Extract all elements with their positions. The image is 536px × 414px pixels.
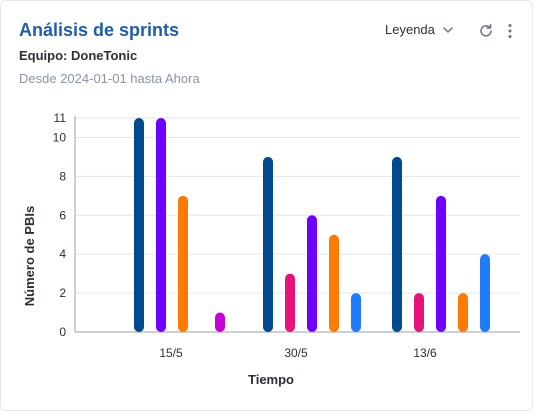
legend-dropdown[interactable]: Leyenda (385, 22, 455, 37)
y-tick-label: 6 (59, 208, 66, 222)
y-axis-label: Número de PBIs (22, 206, 37, 306)
bar (178, 195, 188, 332)
card-title: Análisis de sprints (19, 20, 180, 40)
refresh-icon (480, 23, 492, 37)
bar (480, 254, 490, 332)
y-tick-label: 10 (53, 130, 67, 144)
bar (414, 293, 424, 332)
chevron-down-icon (443, 26, 453, 33)
x-tick-label: 13/6 (413, 346, 437, 360)
date-range: Desde 2024-01-01 hasta Ahora (19, 71, 200, 86)
more-vertical-icon (508, 24, 512, 38)
legend-dropdown-label: Leyenda (385, 22, 435, 37)
x-axis-label: Tiempo (248, 372, 294, 387)
bar (156, 118, 166, 332)
refresh-button[interactable] (477, 22, 495, 40)
bar (458, 293, 468, 332)
bar (285, 273, 295, 332)
bar (215, 312, 225, 332)
more-options-button[interactable] (503, 22, 517, 40)
y-tick-label: 11 (54, 111, 67, 125)
y-tick-label: 2 (59, 286, 66, 300)
y-tick-label: 4 (59, 247, 66, 261)
x-tick-label: 30/5 (284, 346, 308, 360)
y-tick-label: 0 (59, 325, 66, 339)
bar (436, 195, 446, 332)
bar (351, 293, 361, 332)
x-tick-label: 15/5 (159, 346, 183, 360)
bar (329, 234, 339, 332)
bar (392, 156, 402, 332)
bar (134, 118, 144, 332)
bar (307, 215, 317, 332)
y-tick-label: 8 (59, 169, 66, 183)
team-label: Equipo: DoneTonic (19, 48, 138, 63)
bar (263, 156, 273, 332)
